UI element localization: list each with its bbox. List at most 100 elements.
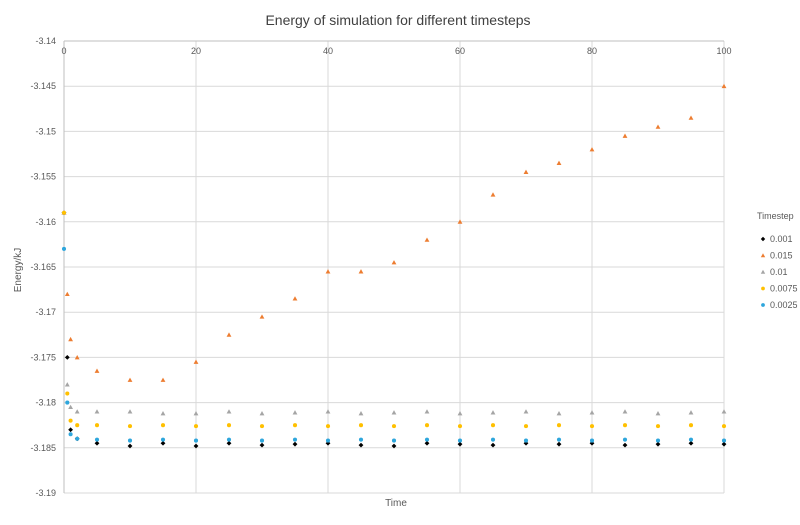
- data-point: [655, 424, 661, 429]
- data-point: [721, 409, 727, 414]
- data-point: [424, 423, 430, 428]
- data-point: [127, 377, 133, 382]
- data-point: [160, 440, 166, 446]
- y-tick-label: -3.14: [35, 36, 56, 46]
- data-point: [589, 438, 595, 443]
- x-tick-label: 20: [191, 46, 201, 56]
- data-point: [622, 423, 628, 428]
- data-point: [391, 443, 397, 449]
- data-point: [490, 423, 496, 428]
- y-axis-title: Energy/kJ: [13, 248, 24, 292]
- data-point: [226, 423, 232, 428]
- y-tick-label: -3.155: [30, 172, 56, 182]
- data-point: [292, 441, 298, 447]
- data-point: [523, 438, 529, 443]
- y-tick-label: -3.15: [35, 126, 56, 136]
- x-tick-labels: 0 20 40 60 80 100: [61, 46, 731, 56]
- y-tick-label: -3.145: [30, 81, 56, 91]
- data-point: [94, 409, 100, 414]
- y-tick-label: -3.185: [30, 443, 56, 453]
- legend-label: 0.001: [770, 234, 793, 244]
- data-point: [688, 440, 694, 446]
- x-tick-label: 40: [323, 46, 333, 56]
- data-point: [74, 355, 80, 360]
- legend-marker: [760, 236, 766, 242]
- y-tick-label: -3.16: [35, 217, 56, 227]
- data-point: [457, 411, 463, 416]
- x-tick-label: 100: [716, 46, 731, 56]
- data-point: [193, 443, 199, 449]
- data-point: [193, 424, 199, 429]
- data-point: [556, 441, 562, 447]
- legend-label: 0.0025: [770, 300, 798, 310]
- data-point: [556, 423, 562, 428]
- data-point: [457, 441, 463, 447]
- data-point: [259, 442, 265, 448]
- series-4: [61, 246, 727, 443]
- data-point: [589, 410, 595, 415]
- data-point: [68, 432, 73, 437]
- y-tick-label: -3.19: [35, 488, 56, 498]
- data-point: [259, 411, 265, 416]
- legend-marker: [760, 269, 766, 274]
- grid-lines: [64, 40, 725, 494]
- data-point: [622, 409, 628, 414]
- data-point: [556, 437, 562, 442]
- legend-marker: [761, 303, 765, 307]
- data-point: [721, 438, 727, 443]
- data-point: [94, 437, 100, 442]
- data-point: [391, 438, 397, 443]
- x-tick-label: 80: [587, 46, 597, 56]
- data-point: [94, 423, 100, 428]
- data-point: [160, 377, 166, 382]
- data-points: [61, 83, 727, 449]
- data-point: [94, 440, 100, 446]
- data-point: [589, 147, 595, 152]
- data-point: [226, 409, 232, 414]
- data-point: [457, 219, 463, 224]
- data-point: [65, 391, 70, 396]
- data-point: [292, 437, 298, 442]
- series-3: [61, 210, 727, 429]
- legend-title: Timestep: [757, 211, 794, 221]
- data-point: [68, 404, 73, 410]
- data-point: [61, 210, 67, 215]
- data-point: [127, 443, 133, 449]
- data-point: [523, 424, 529, 429]
- data-point: [622, 437, 628, 442]
- legend: Timestep 0.001 0.015 0.01 0.0075 0.0025: [757, 211, 798, 310]
- data-point: [127, 438, 133, 443]
- data-point: [391, 260, 397, 265]
- data-point: [68, 418, 73, 423]
- data-point: [523, 169, 529, 174]
- data-point: [64, 291, 70, 297]
- y-tick-label: -3.175: [30, 352, 56, 362]
- series-2: [61, 210, 727, 416]
- data-point: [61, 246, 67, 251]
- data-point: [325, 409, 331, 414]
- data-point: [193, 411, 199, 416]
- data-point: [655, 124, 661, 129]
- data-point: [160, 423, 166, 428]
- data-point: [391, 410, 397, 415]
- y-tick-labels: -3.14 -3.145 -3.15 -3.155 -3.16 -3.165 -3.17 -3…: [30, 36, 56, 498]
- data-point: [292, 423, 298, 428]
- data-point: [74, 409, 80, 414]
- data-point: [556, 411, 562, 416]
- data-point: [655, 438, 661, 443]
- data-point: [193, 438, 199, 443]
- data-point: [68, 427, 73, 433]
- data-point: [688, 423, 694, 428]
- data-point: [259, 438, 265, 443]
- data-point: [358, 269, 364, 274]
- data-point: [259, 424, 265, 429]
- data-point: [424, 409, 430, 414]
- data-point: [688, 410, 694, 415]
- data-point: [490, 410, 496, 415]
- data-point: [688, 437, 694, 442]
- legend-marker: [760, 253, 766, 258]
- data-point: [721, 83, 727, 89]
- data-point: [68, 336, 73, 342]
